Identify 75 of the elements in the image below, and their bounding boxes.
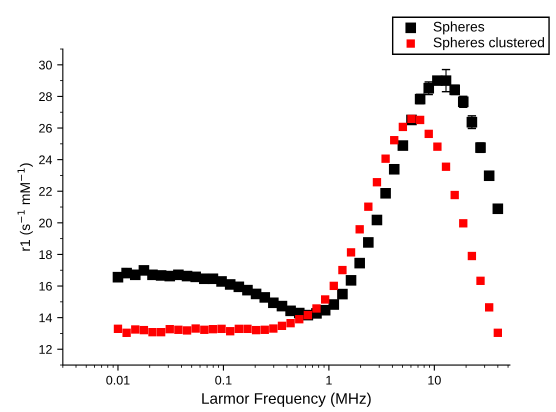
point [372, 214, 382, 226]
point [381, 154, 390, 163]
point [372, 178, 382, 186]
point [276, 300, 288, 312]
y-axis-title: r1 (s$^{−1}$ mM$^{−1}$) [18, 163, 33, 251]
point [363, 237, 374, 248]
point [492, 203, 504, 214]
point [122, 328, 131, 337]
point [433, 142, 442, 151]
point [424, 130, 433, 138]
point [346, 275, 356, 286]
point [484, 303, 494, 312]
point [217, 324, 226, 334]
point [337, 288, 348, 300]
y-tick-label: 22 [39, 187, 52, 196]
point [192, 324, 200, 333]
point [114, 324, 122, 334]
point [338, 266, 347, 274]
point [330, 282, 338, 290]
point [252, 326, 260, 334]
point [380, 188, 391, 199]
point [286, 318, 295, 328]
point [156, 328, 166, 336]
y-tick-label: 28 [39, 92, 52, 102]
y-tick-label: 30 [38, 60, 52, 70]
point [174, 326, 183, 334]
point [398, 140, 408, 151]
point [278, 322, 286, 330]
point [200, 326, 208, 334]
point [312, 304, 321, 313]
y-tick-label: 18 [39, 250, 52, 260]
x-tick-label: 0.01 [106, 376, 130, 385]
point [295, 315, 304, 324]
point [440, 75, 452, 86]
x-tick-label: 1 [326, 376, 332, 385]
point [468, 252, 476, 260]
point [148, 328, 157, 336]
point [442, 162, 450, 171]
legend-label: Spheres [434, 21, 484, 34]
point [364, 202, 372, 211]
point [226, 327, 234, 336]
point [166, 325, 174, 334]
x-tick-label: 0.1 [215, 376, 232, 385]
point [398, 122, 408, 132]
point [356, 225, 364, 234]
point [260, 326, 269, 334]
point [321, 295, 330, 304]
point [346, 248, 356, 257]
y-tick-label: 16 [39, 282, 52, 291]
y-tick-label: 26 [39, 124, 52, 133]
y-tick-label: 24 [39, 155, 52, 164]
x-axis-title: Larmor Frequency (MHz) [202, 392, 371, 407]
point [390, 136, 398, 144]
point [450, 190, 459, 200]
point [476, 276, 485, 285]
point [494, 328, 502, 337]
point [131, 325, 140, 334]
y-tick-label: 14 [39, 314, 52, 322]
y-tick-label: 12 [39, 345, 52, 354]
point [259, 292, 270, 303]
point [269, 324, 278, 333]
legend-label: Spheres clustered [434, 37, 544, 50]
x-tick-label: 10 [428, 376, 441, 385]
point [459, 219, 468, 228]
point [243, 324, 252, 334]
point [140, 326, 148, 334]
point [388, 164, 400, 175]
point [234, 324, 244, 334]
y-tick-label: 20 [39, 218, 52, 228]
point [484, 170, 494, 182]
point [416, 116, 424, 124]
point [354, 258, 365, 268]
point [328, 299, 340, 310]
point [182, 326, 192, 335]
point [208, 325, 218, 334]
